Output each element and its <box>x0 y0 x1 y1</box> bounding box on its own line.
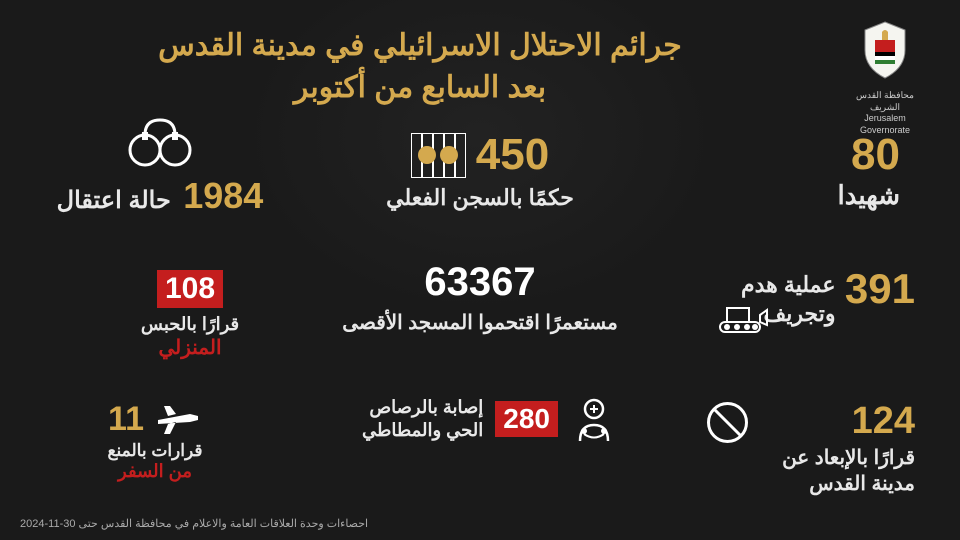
arrests-number: 1984 <box>183 175 263 216</box>
shield-emblem-icon <box>860 20 910 80</box>
stat-arrests: 1984 حالة اعتقال <box>30 115 290 217</box>
injuries-label-1: إصابة بالرصاص <box>362 396 483 419</box>
aqsa-label: مستعمرًا اقتحموا المسجد الأقصى <box>300 310 660 335</box>
house-arrest-number: 108 <box>157 270 223 308</box>
stat-martyrs: 80 شهيدا <box>750 130 900 211</box>
stat-travel-ban: 11 قرارات بالمنع من السفر <box>40 400 270 482</box>
title-line1: جرائم الاحتلال الاسرائيلي في مدينة القدس <box>0 25 840 67</box>
governorate-logo: محافظة القدس الشريف Jerusalem Governorat… <box>840 20 930 137</box>
handcuffs-icon <box>125 115 195 170</box>
stat-house-arrest: 108 قرارًا بالحبس المنزلي <box>90 270 290 360</box>
injuries-number: 280 <box>495 401 558 437</box>
travel-ban-label-1: قرارات بالمنع <box>108 441 203 460</box>
footer-source: احصاءات وحدة العلاقات العامة والاعلام في… <box>20 517 368 530</box>
stat-settlers-aqsa: 63367 مستعمرًا اقتحموا المسجد الأقصى <box>300 260 660 335</box>
stat-prison: 450 حكمًا بالسجن الفعلي <box>320 130 640 211</box>
title-line2: بعد السابع من أكتوبر <box>0 67 840 109</box>
demolitions-number: 391 <box>845 265 915 312</box>
stat-injuries: 280 إصابة بالرصاص الحي والمطاطي <box>320 395 660 443</box>
expulsion-label-1: قرارًا بالإبعاد عن <box>695 445 915 471</box>
prison-label: حكمًا بالسجن الفعلي <box>320 185 640 211</box>
injuries-label-2: الحي والمطاطي <box>362 419 483 442</box>
travel-ban-number: 11 <box>108 400 144 439</box>
prohibition-icon <box>705 400 750 445</box>
martyrs-number: 80 <box>750 130 900 180</box>
demolitions-label-1: عملية هدم <box>741 271 835 300</box>
martyrs-label: شهيدا <box>750 180 900 211</box>
medical-icon <box>570 395 618 443</box>
stat-expulsion: 124 قرارًا بالإبعاد عن مدينة القدس <box>695 400 915 497</box>
house-arrest-label-2: المنزلي <box>158 337 221 359</box>
prison-number: 450 <box>476 130 549 180</box>
arrests-label: حالة اعتقال <box>57 187 171 214</box>
airplane-icon <box>154 402 202 438</box>
travel-ban-label-2: من السفر <box>118 461 192 481</box>
logo-text-ar: محافظة القدس الشريف <box>840 90 930 113</box>
expulsion-label-2: مدينة القدس <box>695 471 915 497</box>
main-title: جرائم الاحتلال الاسرائيلي في مدينة القدس… <box>0 25 840 109</box>
house-arrest-label-1: قرارًا بالحبس <box>141 314 239 334</box>
bulldozer-icon <box>715 300 770 340</box>
expulsion-number: 124 <box>852 400 915 442</box>
stat-demolitions: 391 عملية هدم وتجريف <box>715 265 915 328</box>
prison-bars-icon <box>411 133 466 178</box>
aqsa-number: 63367 <box>300 260 660 305</box>
